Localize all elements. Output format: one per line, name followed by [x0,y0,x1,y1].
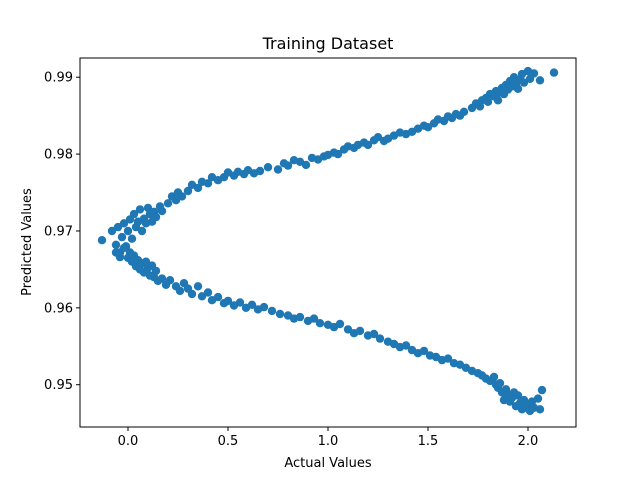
scatter-point [177,192,187,201]
y-axis-label: Predicted Values [20,188,35,296]
scatter-point [223,296,233,306]
scatter-point [157,206,167,216]
scatter-point [235,298,245,307]
scatter-point [111,240,121,249]
scatter-point [309,314,319,323]
scatter-point [117,232,127,242]
scatter-point [529,69,539,78]
scatter-point [129,209,139,219]
x-tick-label: 0.0 [118,434,139,449]
scatter-point [247,300,257,309]
scatter-point [267,306,277,316]
scatter-point [183,186,193,196]
scatter-point [369,329,379,339]
scatter-point [119,243,129,253]
scatter-point [333,149,343,159]
scatter-point [459,107,469,117]
scatter-point [423,123,433,132]
scatter-point [193,183,203,193]
x-axis-label: Actual Values [284,456,372,471]
scatter-point [123,226,133,236]
scatter-point [335,319,345,329]
scatter-point [363,140,373,150]
scatter-point [203,288,213,297]
scatter-point [119,219,129,228]
scatter-point [295,312,305,322]
scatter-point [193,282,203,291]
scatter-point [263,163,273,172]
y-axis-ticks: 0.95 0.96 0.97 0.98 0.99 [44,71,80,393]
scatter-point [519,78,529,87]
scatter-point [343,325,353,334]
scatter-point [115,252,125,262]
scatter-point [535,405,545,414]
scatter-point [197,292,207,301]
scatter-point [107,226,117,236]
scatter-point [419,346,429,356]
scatter-point [549,68,559,77]
scatter-point [175,286,185,296]
scatter-point [213,292,223,302]
scatter-point [187,289,197,299]
scatter-point [315,319,325,328]
scatter-points [97,66,559,416]
scatter-point [135,205,145,214]
scatter-point [537,385,547,395]
x-axis-ticks: 0.0 0.5 1.0 1.5 2.0 [118,427,539,449]
chart-title: Training Dataset [262,34,394,53]
scatter-point [157,274,167,283]
scatter-point [163,199,173,208]
scatter-point [259,302,269,312]
x-tick-label: 1.5 [418,434,439,449]
scatter-point [203,179,213,188]
scatter-point [535,76,545,85]
scatter-point [533,394,543,403]
scatter-point [375,334,385,343]
y-tick-label: 0.95 [44,378,73,393]
x-tick-label: 0.5 [218,434,239,449]
scatter-point [513,391,523,400]
scatter-point [283,161,293,170]
y-tick-label: 0.96 [44,301,73,316]
x-tick-label: 2.0 [518,434,539,449]
scatter-point [137,226,147,236]
scatter-point [171,196,181,205]
scatter-point [443,354,453,363]
scatter-point [495,379,505,388]
scatter-point [483,97,493,107]
y-tick-label: 0.99 [44,71,73,86]
scatter-point [151,266,161,276]
scatter-point [493,96,503,105]
scatter-point [301,160,311,170]
scatter-point [355,326,365,336]
scatter-point [489,372,499,382]
scatter-point [113,222,123,232]
scatter-point [401,341,411,350]
scatter-point [273,165,283,174]
scatter-point [127,234,137,243]
scatter-point [165,276,175,285]
scatter-point [513,84,523,94]
y-tick-label: 0.97 [44,224,73,239]
scatter-point [151,212,161,222]
scatter-point [255,166,265,176]
x-tick-label: 1.0 [318,434,339,449]
y-tick-label: 0.98 [44,148,73,163]
scatter-point [97,236,107,245]
scatter-point [275,309,285,319]
scatter-point [373,133,383,142]
